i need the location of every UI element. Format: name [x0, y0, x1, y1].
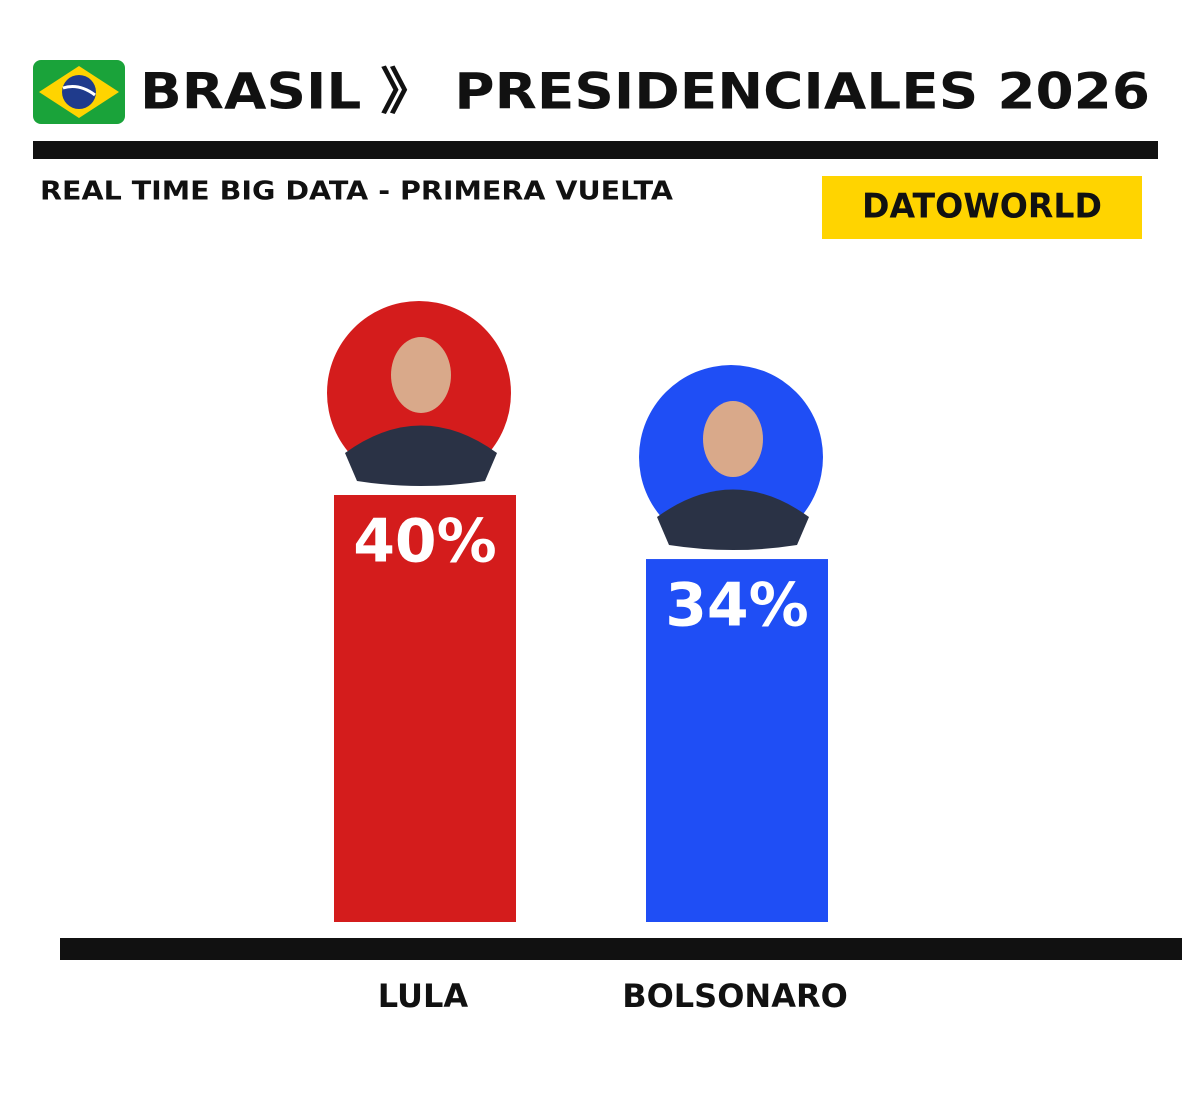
source: DATOWORLD: [862, 187, 1102, 227]
photo-head: [391, 337, 451, 413]
value-label: 40%: [353, 507, 497, 577]
bar: [646, 559, 828, 922]
subtitle: REAL TIME BIG DATA - PRIMERA VUELTA: [40, 177, 673, 207]
bar: [334, 495, 516, 922]
value-label: 34%: [665, 571, 809, 641]
title-rule: [33, 141, 1158, 159]
photo-body: [657, 489, 809, 551]
x-tick-label: BOLSONARO: [622, 977, 848, 1015]
source-box: [822, 176, 1142, 239]
photo-body: [345, 425, 497, 486]
baseline: [60, 938, 1182, 960]
x-tick-label: LULA: [378, 977, 469, 1015]
flag: [33, 60, 125, 124]
photo-head: [703, 401, 763, 478]
chart-title: BRASIL 》 PRESIDENCIALES 2026: [140, 63, 1150, 121]
